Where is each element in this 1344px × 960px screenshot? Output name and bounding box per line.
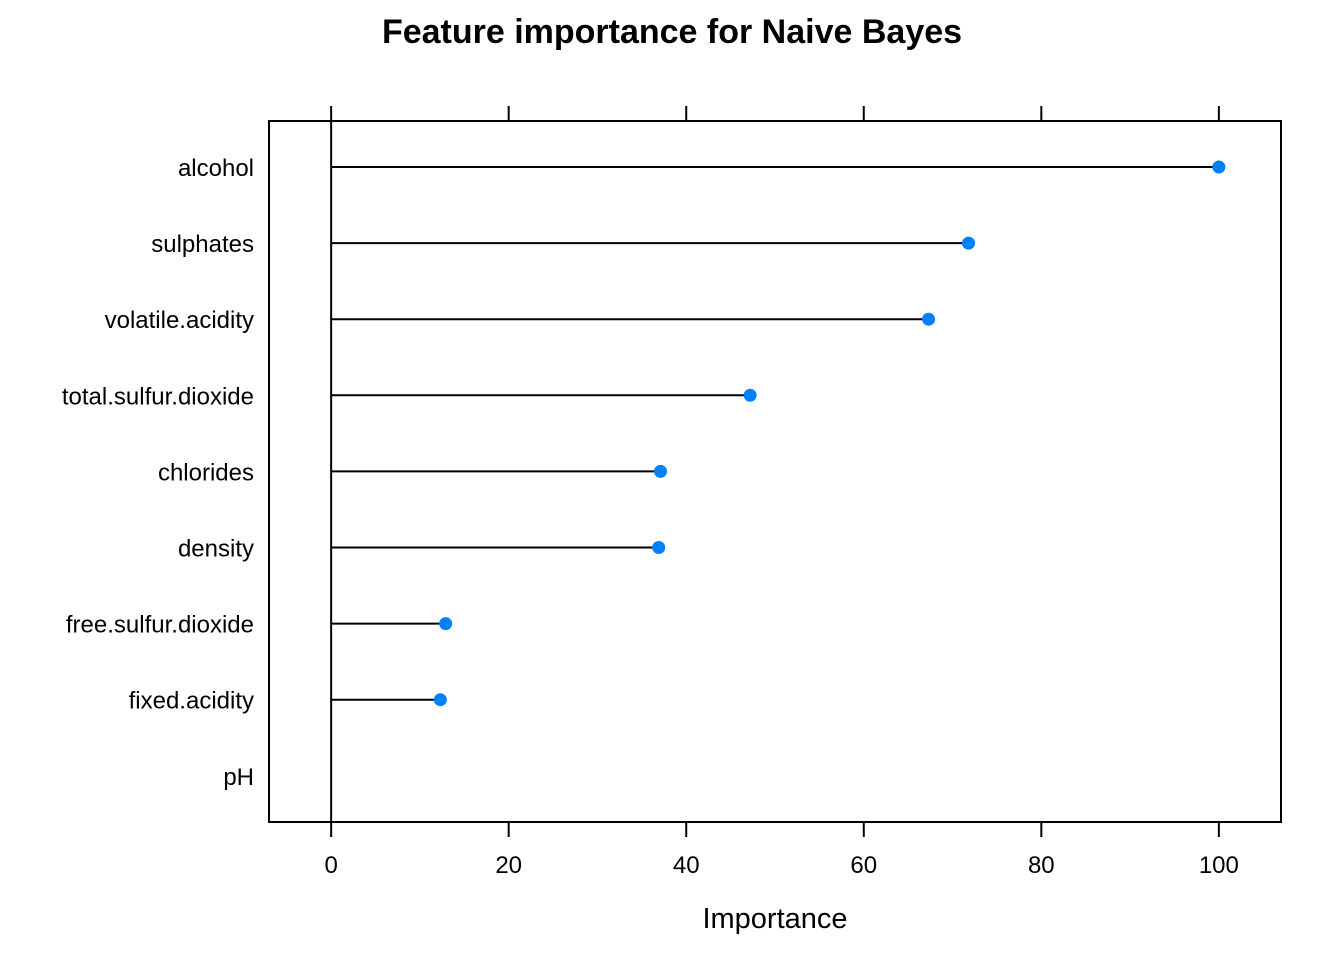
importance-point (652, 541, 666, 554)
x-tick-label: 0 (324, 852, 337, 879)
category-label: chlorides (158, 459, 254, 486)
x-tick-label: 40 (673, 852, 700, 879)
importance-point (433, 693, 447, 707)
importance-point (653, 464, 667, 478)
category-label: free.sulfur.dioxide (66, 612, 254, 639)
importance-point (1212, 160, 1226, 174)
plot-frame (268, 120, 1282, 823)
importance-point (922, 312, 936, 326)
category-label: sulphates (151, 231, 254, 258)
x-tick-labels: 0 20 40 60 80 100 (324, 852, 1238, 879)
importance-point (439, 617, 453, 631)
data-points (433, 160, 1226, 707)
category-label: density (178, 536, 254, 563)
importance-point (743, 388, 757, 402)
y-category-labels: alcohol sulphates volatile.acidity total.su… (62, 155, 254, 791)
x-axis-label: Importance (702, 903, 847, 935)
top-axis-ticks (330, 106, 1220, 121)
category-label: fixed.acidity (129, 688, 254, 715)
bottom-axis-ticks (330, 822, 1220, 837)
x-tick-label: 100 (1199, 852, 1239, 879)
category-label: volatile.acidity (105, 307, 254, 334)
category-label: alcohol (178, 155, 254, 182)
lollipop-stems (331, 166, 1219, 701)
x-tick-label: 60 (850, 852, 877, 879)
category-label: total.sulfur.dioxide (62, 383, 254, 410)
category-label: pH (223, 764, 254, 791)
chart-title: Feature importance for Naive Bayes (381, 13, 963, 51)
x-tick-label: 20 (495, 852, 522, 879)
importance-point (962, 236, 976, 250)
x-tick-label: 80 (1028, 852, 1055, 879)
